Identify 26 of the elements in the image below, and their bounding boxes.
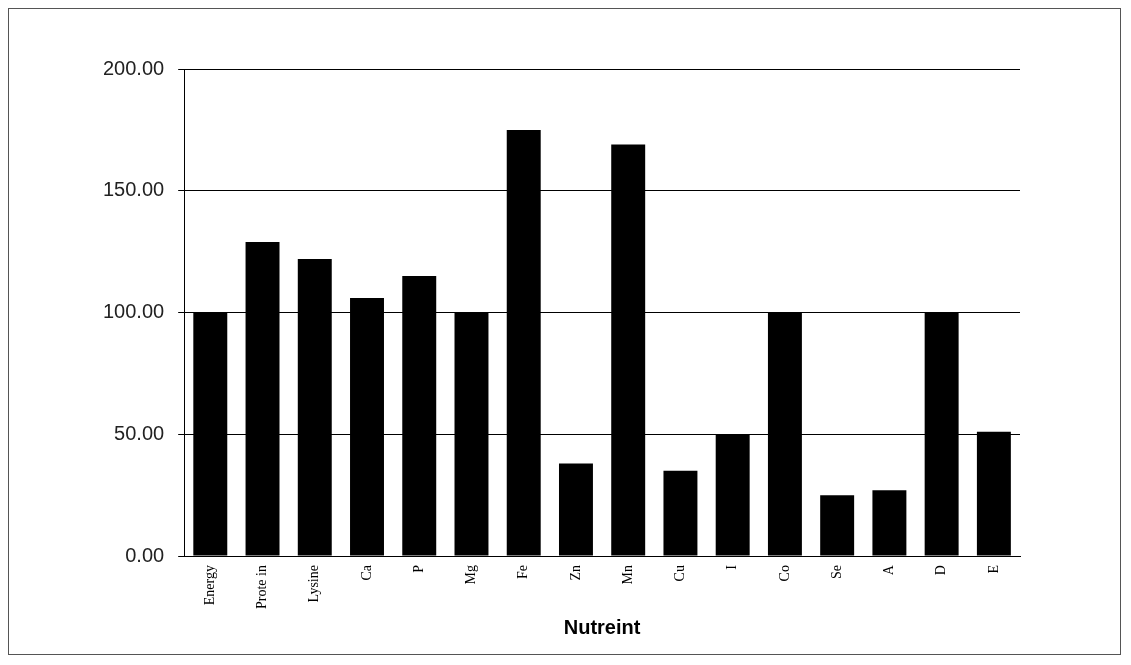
y-tick-label: 50.00: [114, 421, 165, 444]
x-tick-label: Co: [776, 565, 792, 582]
y-tick-label: 100.00: [103, 300, 165, 323]
bar: [872, 490, 907, 556]
x-tick-label: Energy: [201, 565, 217, 606]
x-tick-label: Lysine: [306, 565, 322, 603]
bar: [663, 470, 698, 556]
x-tick-label: Fe: [515, 565, 531, 580]
x-tick-label: Mn: [619, 565, 635, 585]
x-tick-label: A: [881, 564, 897, 576]
y-tick-label: 0.00: [125, 543, 165, 566]
x-tick-label: P: [410, 564, 426, 573]
bar: [820, 495, 855, 556]
x-tick-label: D: [933, 565, 949, 576]
x-tick-label: Zn: [567, 565, 583, 581]
x-tick-label: Ca: [358, 564, 374, 581]
bar: [558, 463, 593, 556]
y-tick-label: 150.00: [103, 178, 165, 201]
x-tick-label: Mg: [463, 565, 479, 585]
x-tick-label: I: [724, 564, 740, 570]
y-tick-label: 200.00: [103, 56, 165, 79]
x-tick-label: Se: [828, 565, 844, 580]
x-axis-title: Nutreint: [563, 615, 641, 638]
x-tick-label: Prote in: [254, 565, 270, 610]
x-tick-label: Cu: [672, 565, 688, 582]
x-tick-label: E: [985, 565, 1001, 574]
